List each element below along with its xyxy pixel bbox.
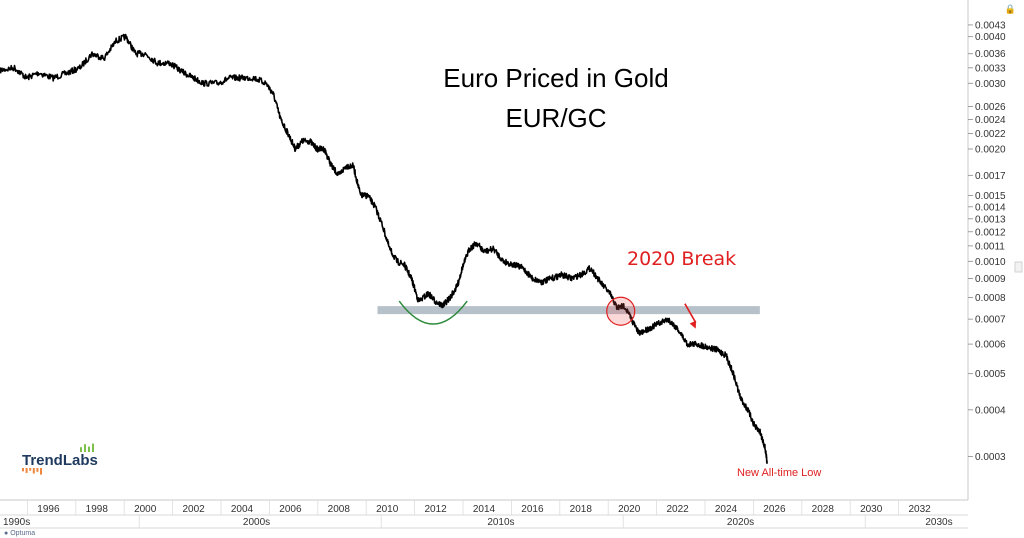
y-tick-label: 0.0020	[975, 144, 1006, 155]
logo-bar	[80, 447, 82, 452]
x-tick-label: 2006	[279, 504, 302, 515]
y-tick-label: 0.0007	[975, 315, 1006, 326]
x-axis: 1996 1998 2000 2002 2004 2006 2008 2010 2012 2014…	[0, 499, 968, 529]
x-tick-label: 1996	[37, 504, 60, 515]
break-arrow	[684, 303, 697, 324]
y-tick-label: 0.0024	[975, 115, 1006, 126]
x-tick-label: 2004	[231, 504, 254, 515]
x-tick-label: 2022	[666, 504, 689, 515]
lock-icon[interactable]: 🔒	[1004, 4, 1016, 14]
x-tick-label: 2024	[715, 504, 738, 515]
y-tick-label: 0.0008	[975, 293, 1006, 304]
logo-bar	[88, 446, 90, 452]
y-tick-label: 0.0017	[975, 171, 1006, 182]
x-tick-label: 2002	[182, 504, 205, 515]
y-tick-label: 0.0015	[975, 191, 1006, 202]
break-label: 2020 Break	[627, 248, 736, 270]
scroll-handle[interactable]	[1014, 261, 1023, 273]
x-tick-label: 2028	[812, 504, 835, 515]
trendlabs-logo: TrendLabs	[22, 443, 98, 475]
x-tick-label: 2026	[763, 504, 786, 515]
logo-bar	[22, 468, 24, 472]
break-circle	[606, 296, 636, 326]
y-tick-label: 0.0040	[975, 32, 1006, 43]
y-tick-label: 0.0011	[975, 241, 1005, 252]
y-tick-label: 0.0004	[975, 405, 1006, 416]
x-tick-label: 2012	[424, 504, 447, 515]
x-tick-label: 2014	[473, 504, 496, 515]
chart-title: Euro Priced in Gold	[443, 63, 668, 93]
y-tick-label: 0.0009	[975, 274, 1006, 285]
support-band	[377, 306, 760, 315]
decade-label: 1990s	[3, 517, 30, 528]
decade-label: 2000s	[243, 517, 270, 528]
x-tick-label: 1998	[86, 504, 109, 515]
low-label: New All-time Low	[737, 467, 821, 479]
logo-bar	[40, 468, 42, 475]
x-tick-label: 2008	[328, 504, 351, 515]
y-tick-label: 0.0026	[975, 102, 1006, 113]
x-tick-label: 2032	[908, 504, 931, 515]
x-tick-label: 2000	[134, 504, 157, 515]
decade-label: 2020s	[727, 517, 754, 528]
y-tick-label: 0.0043	[975, 20, 1006, 31]
chart-subtitle: EUR/GC	[505, 103, 606, 133]
decade-label: 2030s	[925, 517, 952, 528]
optuma-brand: ● Optuma	[4, 530, 36, 537]
logo-bar	[36, 468, 39, 472]
logo-text: TrendLabs	[22, 452, 98, 469]
y-tick-label: 0.0013	[975, 214, 1006, 225]
x-tick-label: 2030	[860, 504, 883, 515]
x-tick-label: 2010	[376, 504, 399, 515]
logo-bar	[32, 468, 35, 474]
x-tick-label: 2018	[570, 504, 593, 515]
plot-area: Euro Priced in Gold EUR/GC 2020 Break Ne…	[0, 33, 822, 479]
logo-bar	[84, 444, 86, 452]
y-tick-label: 0.0012	[975, 227, 1006, 238]
logo-bar	[29, 468, 32, 471]
y-tick-label: 0.0003	[975, 452, 1006, 463]
logo-bars	[22, 443, 94, 475]
y-tick-label: 0.0005	[975, 369, 1006, 380]
y-tick-label: 0.0022	[975, 129, 1006, 140]
y-tick-label: 0.0006	[975, 340, 1006, 351]
series-line	[0, 33, 768, 464]
y-tick-label: 0.0036	[975, 49, 1006, 60]
x-tick-label: 2020	[618, 504, 641, 515]
logo-bar	[25, 468, 28, 473]
y-tick-label: 0.0030	[975, 79, 1006, 90]
decade-label: 2010s	[487, 517, 514, 528]
smile-arc	[398, 300, 468, 325]
y-tick-label: 0.0010	[975, 257, 1006, 268]
y-tick-label: 0.0014	[975, 202, 1006, 213]
break-arrow-head	[689, 320, 697, 329]
x-tick-label: 2016	[521, 504, 544, 515]
logo-bar	[92, 443, 94, 452]
y-tick-label: 0.0033	[975, 63, 1006, 74]
